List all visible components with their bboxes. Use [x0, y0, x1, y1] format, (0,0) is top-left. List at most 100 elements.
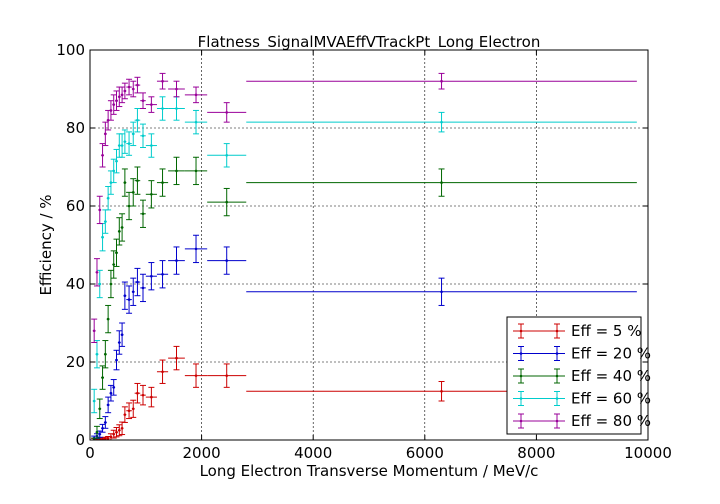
data-point: [99, 143, 106, 168]
y-tick-label: 80: [66, 119, 85, 137]
legend-label: Eff = 80 %: [571, 412, 651, 430]
data-point: [102, 416, 109, 429]
legend-label: Eff = 20 %: [571, 345, 651, 363]
data-point: [246, 72, 637, 90]
data-point: [113, 349, 120, 371]
data-point: [93, 258, 100, 287]
data-point: [102, 340, 109, 369]
legend-label: Eff = 5 %: [571, 322, 641, 340]
data-point: [156, 72, 169, 90]
data-point: [145, 133, 157, 158]
data-point: [184, 363, 208, 388]
x-tick-label: 4000: [294, 444, 332, 462]
data-point: [184, 234, 208, 264]
data-point: [246, 168, 637, 197]
data-point: [168, 246, 185, 275]
data-point: [99, 365, 106, 390]
data-point: [184, 156, 208, 186]
data-point: [96, 398, 103, 420]
data-point: [140, 273, 147, 303]
data-point: [207, 102, 247, 123]
data-point: [140, 123, 147, 148]
data-point: [140, 384, 147, 406]
legend-entry: Eff = 60 %: [513, 390, 651, 408]
ticks: 0 2000 4000 6000 8000 10000 0 20 40 60 80 100: [56, 41, 672, 462]
data-point: [93, 425, 100, 439]
series-3: [91, 156, 637, 440]
data-point: [113, 148, 120, 174]
data-point: [121, 281, 128, 310]
data-point: [126, 78, 133, 96]
x-tick-label: 8000: [517, 444, 555, 462]
data-point: [121, 406, 128, 423]
data-point: [107, 269, 114, 299]
legend-entry: Eff = 40 %: [513, 367, 651, 385]
x-tick-label: 10000: [624, 444, 672, 462]
data-point: [105, 186, 112, 211]
data-point: [246, 277, 637, 306]
data-point: [134, 108, 141, 133]
legend-label: Eff = 60 %: [571, 390, 651, 408]
y-tick-label: 0: [75, 431, 85, 449]
data-point: [126, 402, 133, 420]
data-point: [102, 209, 109, 234]
data-point: [121, 129, 128, 154]
data-point: [119, 86, 126, 104]
data-point: [140, 199, 147, 228]
y-axis-label: Efficiency / %: [37, 194, 55, 295]
data-point: [168, 80, 185, 98]
y-tick-label: 40: [66, 275, 85, 293]
data-point: [246, 111, 637, 133]
data-point: [113, 90, 120, 111]
x-tick-label: 6000: [406, 444, 444, 462]
y-tick-label: 100: [56, 41, 85, 59]
data-point: [93, 340, 100, 369]
data-point: [102, 436, 109, 440]
data-point: [126, 131, 133, 156]
data-point: [145, 180, 157, 209]
data-point: [184, 109, 208, 135]
data-point: [156, 168, 169, 197]
data-point: [102, 121, 109, 147]
data-point: [184, 86, 208, 104]
data-point: [134, 76, 141, 94]
series-5: [91, 72, 637, 343]
data-point: [119, 322, 126, 347]
data-point: [116, 330, 123, 355]
data-point: [116, 86, 123, 108]
data-point: [134, 166, 141, 195]
plot-frame: [89, 49, 649, 441]
series-4: [91, 96, 637, 414]
data-point: [116, 424, 123, 437]
legend-entry: Eff = 5 %: [513, 322, 641, 340]
data-point: [119, 421, 126, 436]
data-point: [130, 277, 137, 306]
legend-label: Eff = 40 %: [571, 367, 651, 385]
data-point: [145, 262, 157, 291]
x-tick-label: 0: [85, 444, 95, 462]
data-point: [110, 94, 117, 115]
data-point: [207, 187, 247, 217]
data-point: [91, 388, 98, 414]
data-point: [105, 396, 112, 414]
series-1: [91, 345, 637, 440]
data-point: [107, 100, 114, 121]
data-point: [130, 399, 137, 418]
data-point: [168, 96, 185, 121]
data-point: [168, 345, 185, 371]
legend: Eff = 5 % Eff = 20 % Eff = 40 % Eff = 60 % E…: [506, 316, 651, 435]
data-point: [110, 250, 117, 279]
data-point: [130, 80, 137, 98]
data-point: [119, 213, 126, 242]
chart-title: Flatness_SignalMVAEffVTrackPt_Long Elect…: [198, 33, 541, 52]
data-point: [145, 386, 157, 408]
data-point: [96, 269, 103, 299]
x-axis-label: Long Electron Transverse Momentum / MeV/…: [200, 462, 539, 480]
legend-entry: Eff = 80 %: [513, 412, 651, 430]
x-tick-label: 2000: [183, 444, 221, 462]
data-point: [91, 318, 98, 343]
data-point: [168, 156, 185, 186]
data-point: [140, 92, 147, 109]
data-point: [134, 267, 141, 297]
